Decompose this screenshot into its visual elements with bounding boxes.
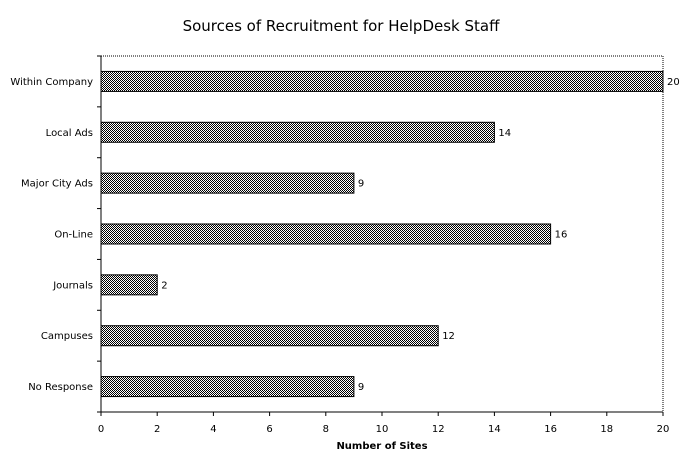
data-label: 20 — [667, 77, 680, 88]
x-tick-label: 4 — [210, 424, 216, 435]
data-label: 9 — [358, 179, 364, 190]
bar — [100, 274, 158, 296]
x-tick-label: 2 — [154, 424, 160, 435]
x-tick-label: 12 — [432, 424, 445, 435]
category-label: Major City Ads — [21, 179, 93, 190]
bars-group: 20 14 9 16 2 12 9 — [100, 70, 680, 398]
x-axis-label: Number of Sites — [336, 441, 427, 452]
category-label: Local Ads — [46, 128, 93, 139]
category-label: No Response — [28, 382, 93, 393]
x-tick-label: 6 — [266, 424, 272, 435]
chart-title: Sources of Recruitment for HelpDesk Staf… — [183, 17, 501, 35]
x-axis-ticks: 0 2 4 6 8 10 12 14 16 18 20 — [98, 412, 670, 435]
x-tick-label: 16 — [544, 424, 557, 435]
x-tick-label: 0 — [98, 424, 104, 435]
category-label: Journals — [52, 280, 93, 291]
category-label: On-Line — [54, 230, 93, 241]
bar — [100, 70, 664, 92]
x-tick-label: 10 — [376, 424, 389, 435]
x-tick-label: 8 — [323, 424, 329, 435]
bar — [100, 172, 355, 194]
bar — [100, 223, 552, 245]
x-tick-label: 18 — [600, 424, 613, 435]
data-label: 9 — [358, 382, 364, 393]
bar — [100, 121, 495, 143]
category-label: Within Company — [10, 77, 93, 88]
x-tick-label: 14 — [488, 424, 501, 435]
category-label: Campuses — [41, 331, 93, 342]
category-labels: Within Company Local Ads Major City Ads On-… — [10, 55, 101, 413]
x-tick-label: 20 — [657, 424, 670, 435]
data-label: 12 — [442, 331, 455, 342]
data-label: 14 — [498, 128, 511, 139]
bar — [100, 376, 355, 398]
bar — [100, 325, 439, 347]
data-label: 16 — [555, 230, 568, 241]
data-label: 2 — [161, 280, 167, 291]
